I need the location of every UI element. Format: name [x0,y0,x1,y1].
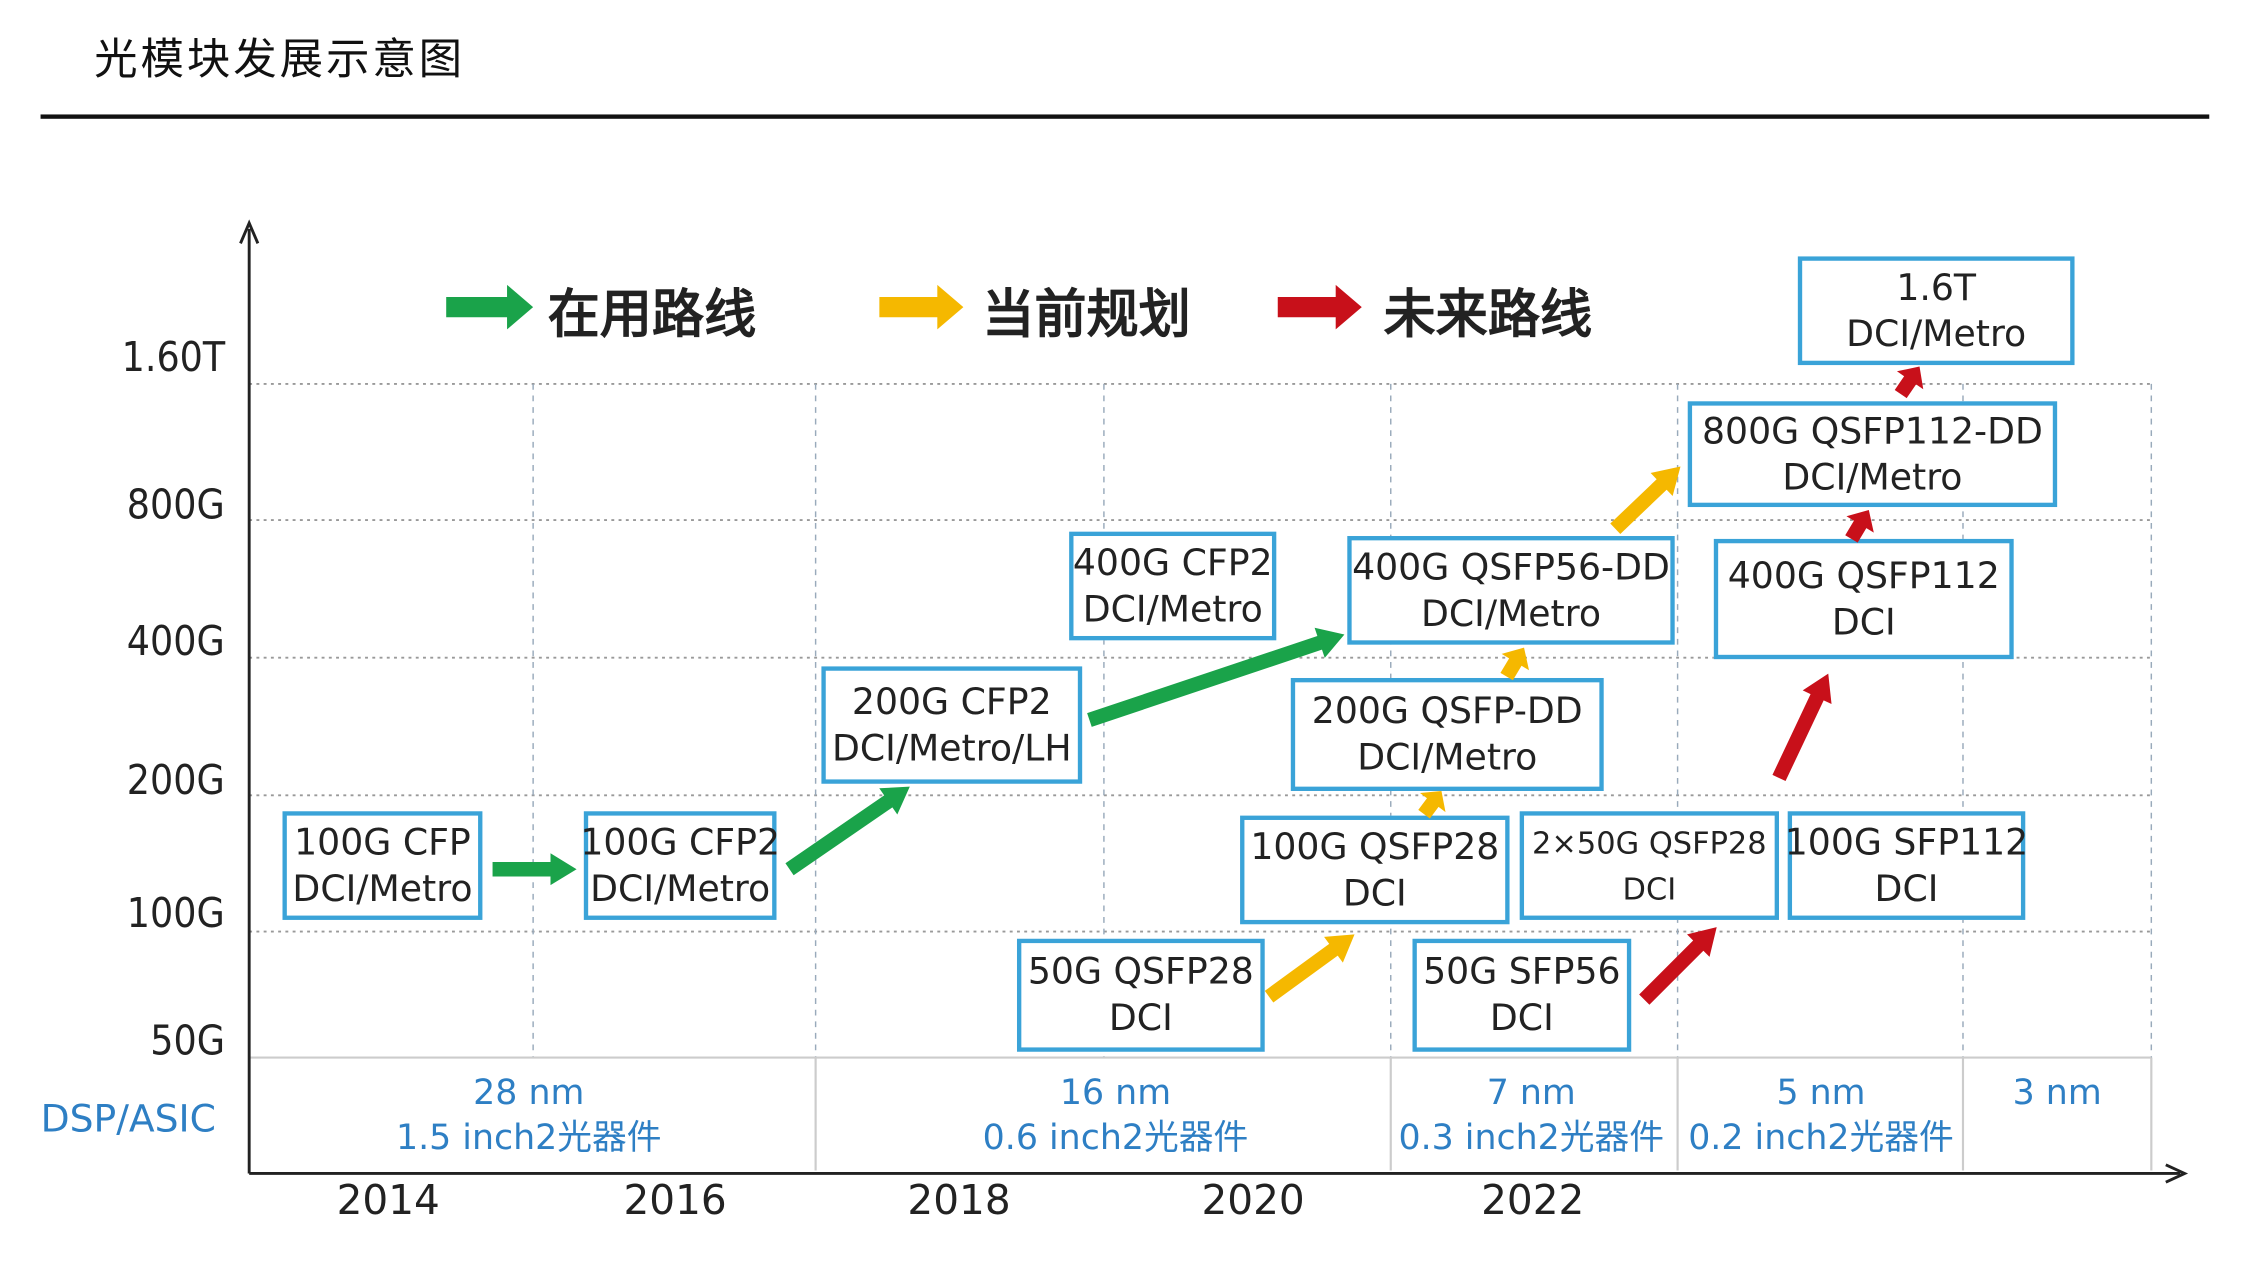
x-tick: 2022 [1481,1176,1585,1225]
process-node-name: 28 nm [473,1072,585,1113]
process-node-size: 0.2 inch2光器件 [1688,1116,1954,1158]
module-line2: DCI [1108,996,1173,1039]
module-box: 400G QSFP56-DD DCI/Metro [1347,536,1675,645]
x-tick: 2014 [336,1176,440,1225]
process-node: 5 nm 0.2 inch2光器件 [1676,1071,1966,1161]
y-tick: 200G [126,756,225,805]
y-tick: 800G [126,480,225,529]
module-line2: DCI [1342,871,1407,914]
module-line2: DCI [1622,871,1677,907]
progression-arrow [1772,673,1832,782]
module-line2: DCI/Metro [1420,591,1602,634]
legend-arrow-green-icon [446,284,534,330]
progression-arrow [1610,466,1681,535]
x-tick: 2016 [623,1176,727,1225]
progression-arrow [1500,647,1530,681]
process-node: 28 nm 1.5 inch2光器件 [384,1071,674,1161]
process-node: 3 nm [1912,1071,2202,1116]
process-node: 7 nm 0.3 inch2光器件 [1386,1071,1676,1161]
module-line2: DCI/Metro [292,867,473,910]
module-box: 100G QSFP28 DCI [1240,815,1510,925]
page-title: 光模块发展示意图 [94,34,466,86]
row-label: DSP/ASIC [40,1098,216,1142]
module-line2: DCI/Metro [1846,312,2027,355]
module-line2: DCI/Metro [1357,735,1538,778]
module-line1: 200G CFP2 [851,680,1052,723]
x-axis-arrowhead [2165,1163,2189,1184]
x-tick: 2020 [1201,1176,1305,1225]
progression-arrow [1418,790,1446,819]
module-line2: DCI/Metro [590,867,771,910]
progression-arrow [1264,934,1355,1003]
process-node-name: 7 nm [1486,1072,1576,1113]
module-line1: 400G QSFP112 [1727,554,2000,597]
progression-arrow [1845,509,1874,543]
module-line1: 100G CFP [294,820,471,863]
module-line1: 50G SFP56 [1423,950,1621,993]
module-line1: 200G QSFP-DD [1311,689,1583,732]
legend-label-in-use: 在用路线 [547,285,757,345]
module-box: 100G CFP2 DCI/Metro [580,811,780,920]
module-box: 2×50G QSFP28 DCI [1519,811,1780,920]
legend-label-planned: 当前规划 [982,285,1191,345]
process-node-size: 0.3 inch2光器件 [1398,1116,1665,1158]
module-line1: 800G QSFP112-DD [1702,409,2043,452]
y-tick: 50G [149,1016,225,1065]
module-box: 200G CFP2 DCI/Metro/LH [821,666,1083,784]
module-line1: 400G CFP2 [1072,541,1273,584]
module-box: 200G QSFP-DD DCI/Metro [1290,677,1604,791]
module-line2: DCI/Metro [1782,455,1963,498]
process-node-size: 0.6 inch2光器件 [982,1116,1249,1158]
module-line1: 100G SFP112 [1784,820,2029,863]
module-line2: DCI [1874,867,1939,910]
progression-arrow [1087,627,1345,727]
module-line1: 1.6T [1896,265,1977,308]
module-line1: 100G QSFP28 [1250,825,1500,868]
process-node-name: 5 nm [1776,1072,1866,1113]
module-line1: 2×50G QSFP28 [1532,825,1767,860]
process-node-name: 3 nm [2012,1072,2102,1113]
module-line1: 400G QSFP56-DD [1352,545,1670,588]
module-box: 400G QSFP112 DCI [1713,538,2014,660]
progression-arrow [492,853,577,886]
module-box: 800G QSFP112-DD DCI/Metro [1687,401,2058,508]
progression-arrow [785,786,910,876]
legend-arrow-yellow-icon [879,284,964,330]
title-divider [40,114,2210,119]
legend-arrow-red-icon [1277,284,1362,330]
process-node-name: 16 nm [1059,1072,1172,1113]
y-axis-arrowhead [239,219,260,244]
x-tick: 2018 [907,1176,1011,1225]
process-node-size: 1.5 inch2光器件 [395,1116,662,1158]
legend-label-future: 未来路线 [1383,285,1593,345]
process-node: 16 nm 0.6 inch2光器件 [971,1071,1261,1161]
y-tick: 100G [126,889,225,938]
module-line2: DCI [1831,600,1896,643]
module-box: 100G SFP112 DCI [1784,811,2029,920]
module-line1: 50G QSFP28 [1027,950,1254,993]
module-line2: DCI [1489,996,1554,1039]
y-tick: 400G [126,617,225,665]
module-box: 100G CFP DCI/Metro [282,811,483,920]
module-box: 400G CFP2 DCI/Metro [1069,531,1277,641]
module-box: 1.6T DCI/Metro [1797,256,2075,366]
module-line1: 100G CFP2 [580,820,781,863]
progression-arrow [1894,366,1924,399]
progression-arrow [1639,927,1717,1005]
module-box: 50G QSFP28 DCI [1016,938,1265,1052]
module-line2: DCI/Metro [1082,587,1263,630]
module-line2: DCI/Metro/LH [831,726,1072,769]
y-tick: 1.60T [120,333,225,382]
module-box: 50G SFP56 DCI [1412,938,1632,1052]
